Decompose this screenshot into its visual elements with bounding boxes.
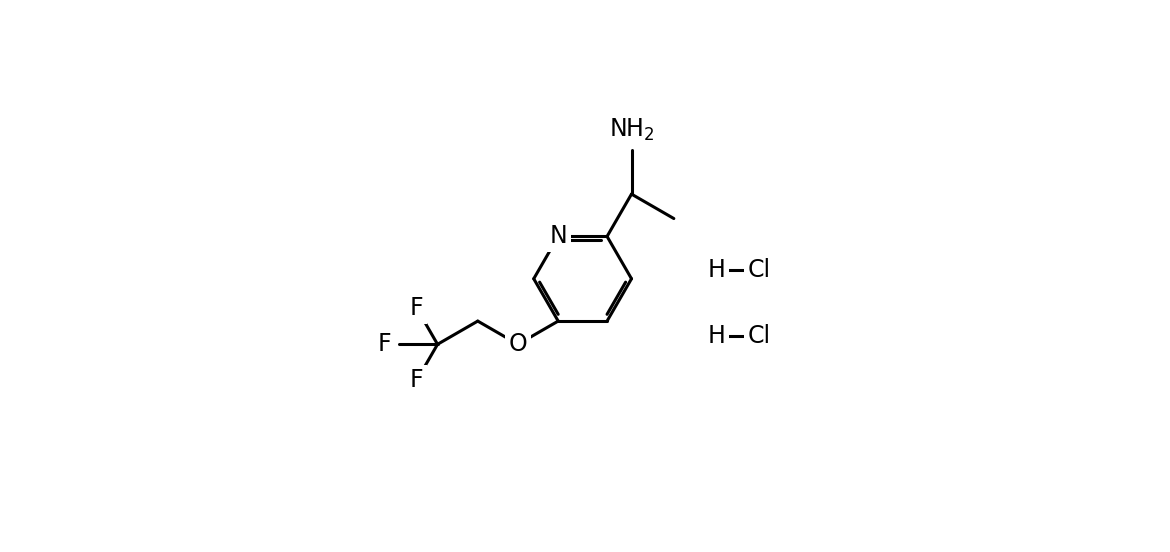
- Text: F: F: [410, 296, 424, 320]
- Text: F: F: [378, 332, 391, 356]
- Text: NH$_2$: NH$_2$: [608, 116, 654, 143]
- Text: N: N: [549, 225, 567, 248]
- Text: Cl: Cl: [748, 324, 771, 348]
- Text: F: F: [410, 368, 424, 392]
- Text: H: H: [708, 324, 725, 348]
- Text: Cl: Cl: [748, 258, 771, 282]
- Text: H: H: [708, 258, 725, 282]
- Text: O: O: [509, 332, 528, 356]
